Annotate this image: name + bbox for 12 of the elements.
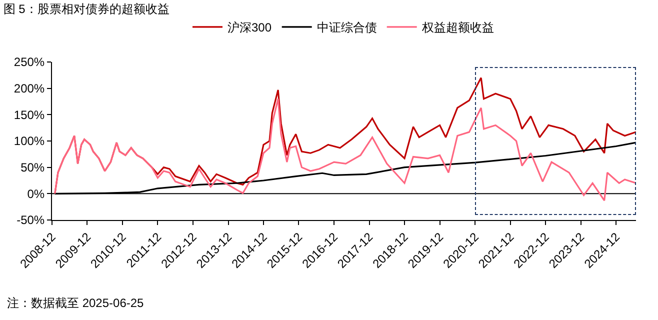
- y-tick-label: -50%: [16, 213, 45, 228]
- chart-title: 图 5：股票相对债券的超额收益: [3, 2, 170, 16]
- y-tick-label: 0%: [27, 186, 45, 201]
- y-tick-label: 250%: [14, 55, 45, 70]
- y-tick-label: 150%: [14, 108, 45, 122]
- legend-label: 权益超额收益: [420, 20, 494, 35]
- legend-label: 沪深300: [228, 20, 272, 35]
- legend-label: 中证综合债: [316, 20, 377, 35]
- y-tick-label: 50%: [20, 160, 45, 175]
- y-tick-label: 200%: [14, 82, 45, 96]
- text: 注：数据截至 2025-06-25: [7, 296, 144, 310]
- y-tick-label: 100%: [14, 134, 45, 148]
